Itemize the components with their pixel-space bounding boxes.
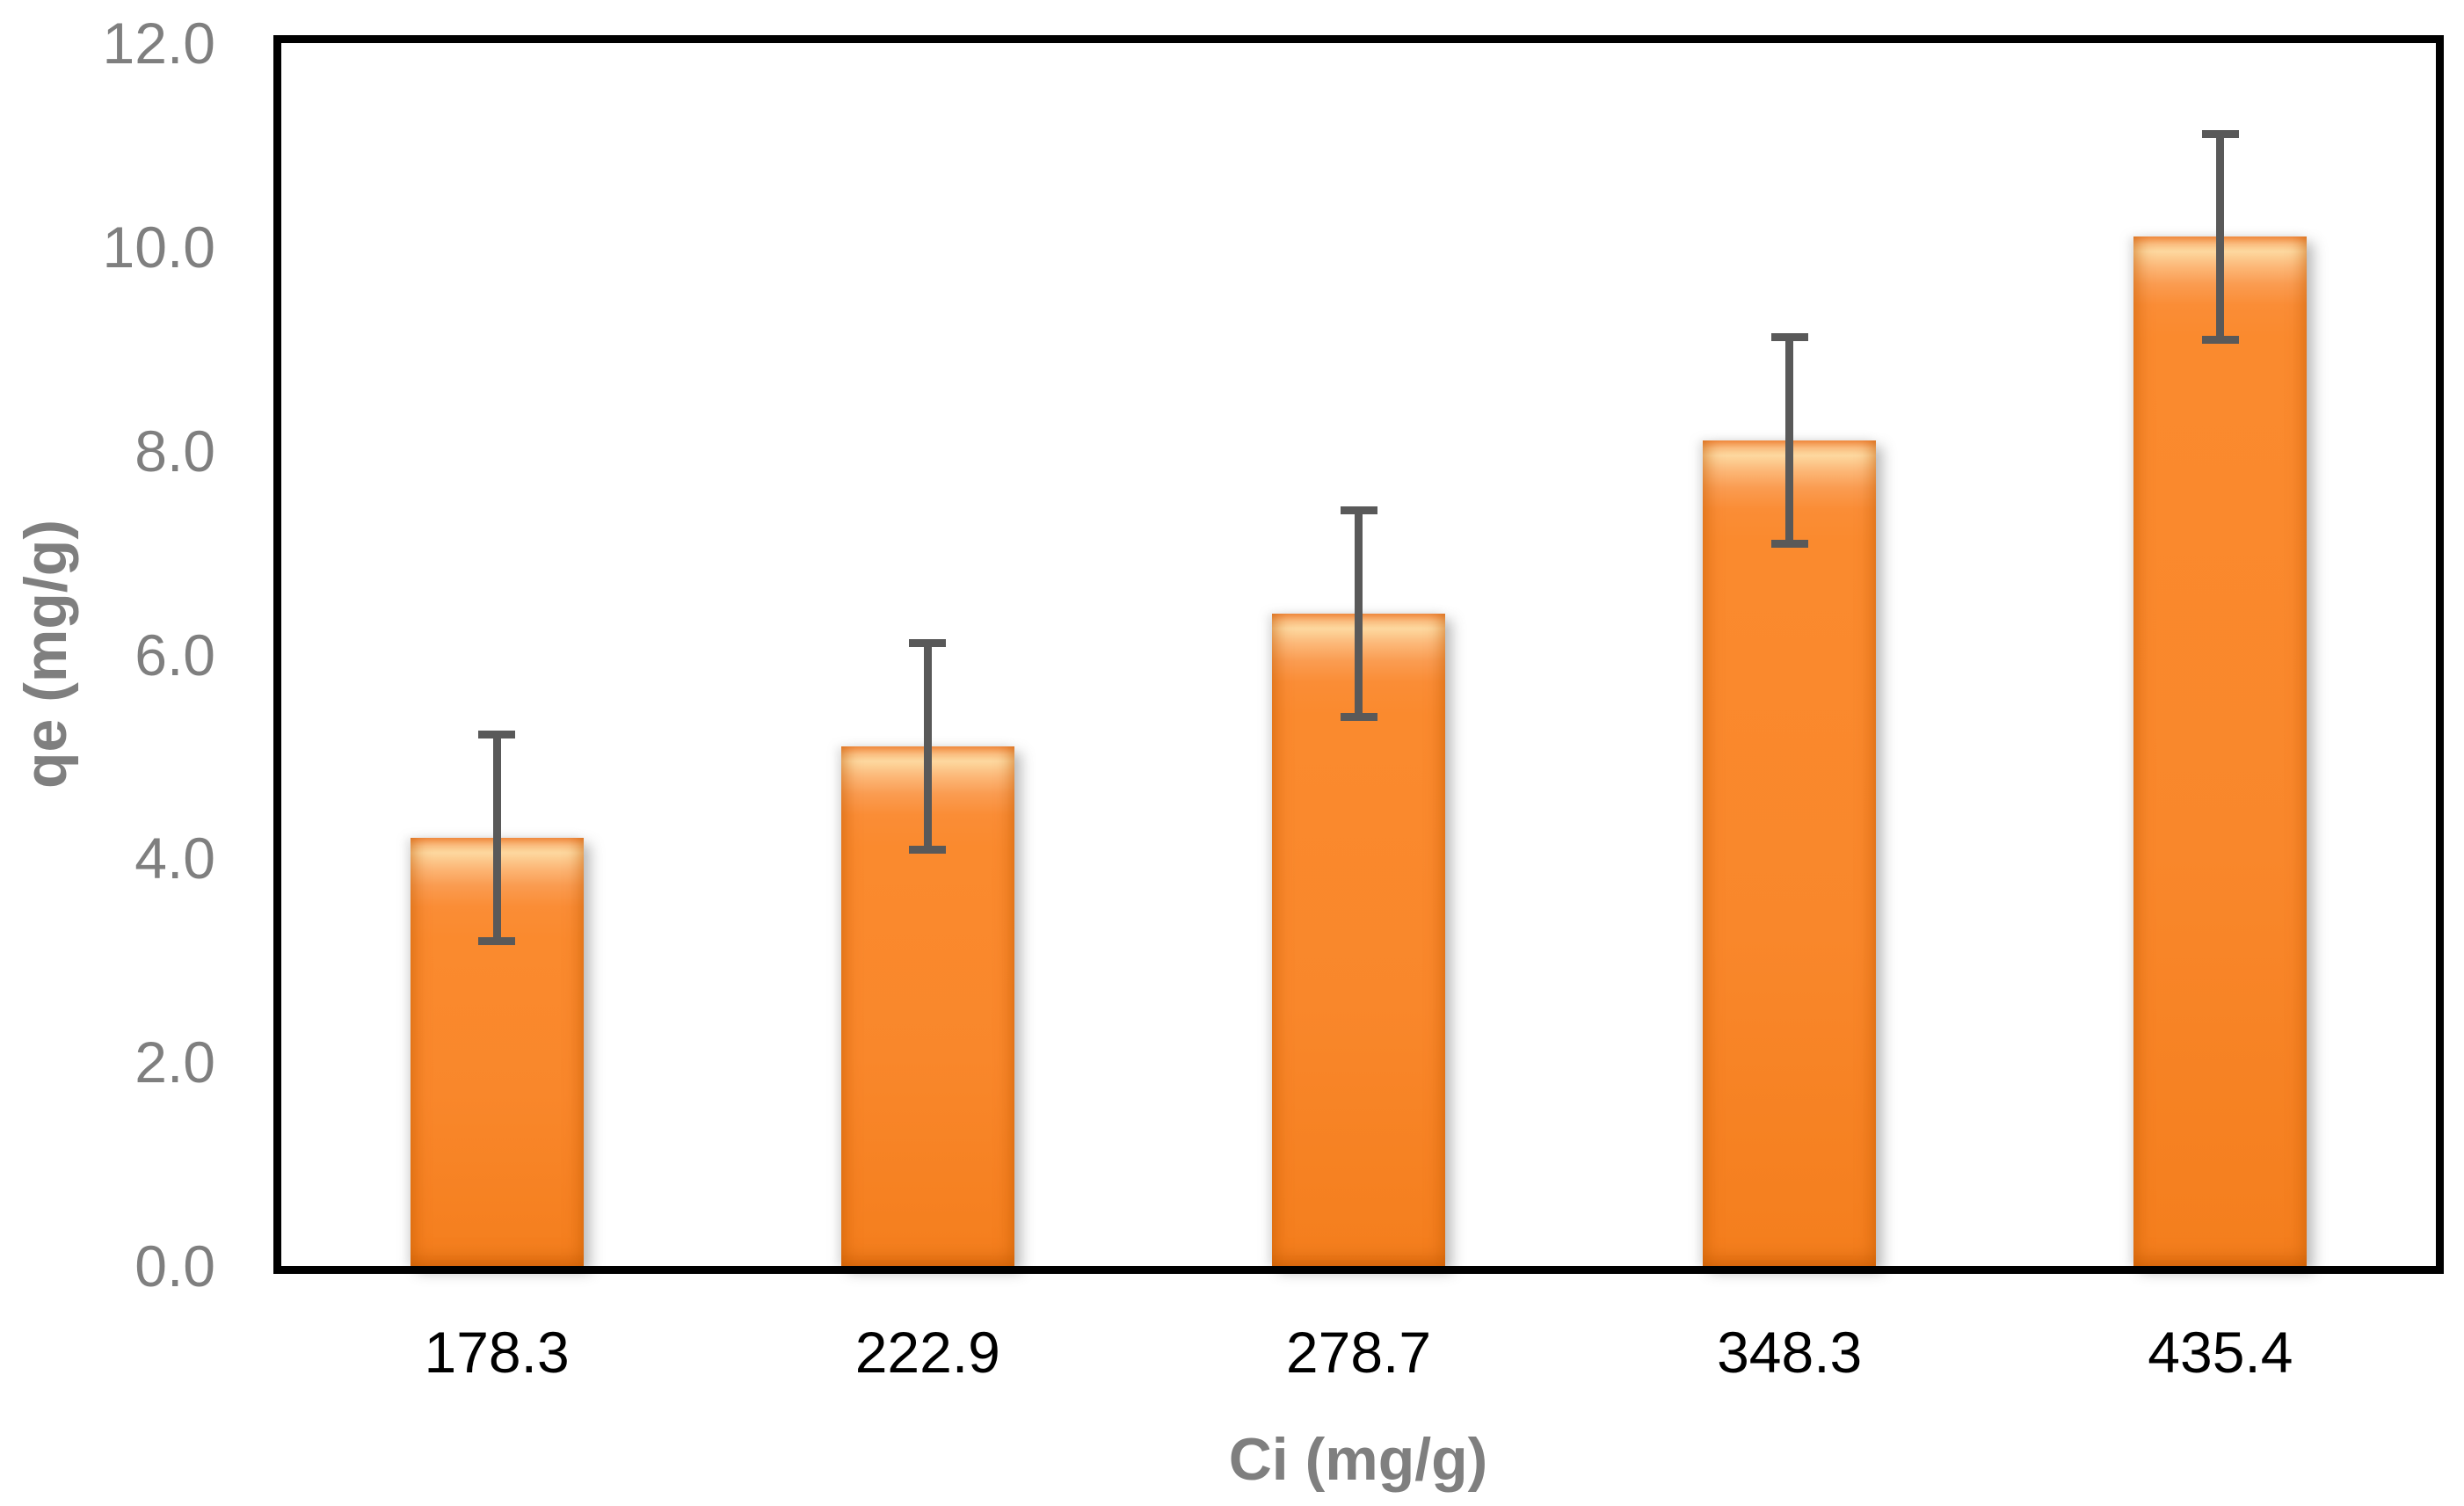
y-axis-tick-label: 10.0 [102, 214, 215, 280]
error-bar-line [2216, 129, 2225, 344]
error-bar-bottom-cap [2201, 335, 2239, 344]
error-bar-bottom-cap [1340, 712, 1377, 721]
error-bar-top-cap [2201, 129, 2239, 138]
error-bar-line [492, 731, 501, 945]
error-bar-line [1785, 333, 1794, 548]
error-bar-bottom-cap [478, 936, 516, 945]
bar [1703, 440, 1877, 1266]
y-axis-tick-label: 6.0 [134, 622, 215, 688]
x-axis-tick-label: 222.9 [854, 1320, 1000, 1385]
error-bar-bottom-cap [1770, 539, 1808, 548]
x-axis-tick-label: 278.7 [1285, 1320, 1432, 1385]
y-axis-tick-label: 8.0 [134, 418, 215, 484]
error-bar-line [1355, 506, 1363, 721]
y-axis-tick-label: 2.0 [134, 1029, 215, 1095]
error-bar-line [923, 639, 932, 854]
error-bar-bottom-cap [909, 845, 947, 854]
bar [1272, 614, 1445, 1266]
x-axis-tick-label: 178.3 [424, 1320, 570, 1385]
error-bar-top-cap [1770, 333, 1808, 342]
error-bar-top-cap [478, 731, 516, 739]
x-axis-tick-label: 348.3 [1717, 1320, 1863, 1385]
error-bar-top-cap [909, 639, 947, 648]
x-axis-title: Ci (mg/g) [1228, 1426, 1488, 1493]
x-axis-tick-label: 435.4 [2148, 1320, 2293, 1385]
y-axis-tick-label: 4.0 [134, 826, 215, 891]
y-axis-tick-label: 0.0 [134, 1233, 215, 1299]
y-axis-tick-label: 12.0 [102, 11, 215, 76]
error-bar-top-cap [1340, 506, 1377, 515]
bar [2133, 236, 2308, 1266]
